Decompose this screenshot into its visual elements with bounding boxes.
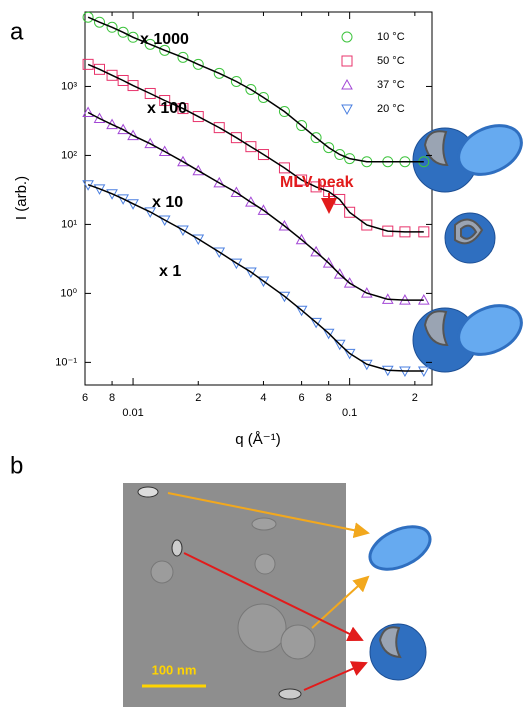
panel-label: b xyxy=(10,452,23,479)
x-tick-label: 6 xyxy=(82,392,88,404)
panel-label: a xyxy=(10,18,24,45)
legend-marker xyxy=(342,56,352,66)
y-tick-label: 10³ xyxy=(61,80,77,92)
x-tick-label: 8 xyxy=(326,392,332,404)
legend-label: 20 °C xyxy=(377,103,405,115)
annotation: x 100 xyxy=(147,100,187,117)
scale-bar-label: 100 nm xyxy=(152,662,197,677)
legend-label: 50 °C xyxy=(377,55,405,67)
x-axis-label: q (Å⁻¹) xyxy=(235,431,280,448)
x-tick-label: 2 xyxy=(195,392,201,404)
x-tick-label: 0.01 xyxy=(122,407,143,419)
y-tick-label: 10⁻¹ xyxy=(55,356,77,368)
y-tick-label: 10² xyxy=(61,149,77,161)
annotation: MLV peak xyxy=(280,174,354,191)
page: {"panel_a": "a", "panel_b": "b", "chart_… xyxy=(0,0,524,707)
x-tick-label: 4 xyxy=(260,392,266,404)
plot-frame xyxy=(85,12,432,385)
legend-label: 10 °C xyxy=(377,31,405,43)
x-tick-label: 6 xyxy=(299,392,305,404)
fit-line xyxy=(88,185,424,371)
x-tick-label: 8 xyxy=(109,392,115,404)
legend-marker xyxy=(342,80,352,89)
figure: a b I (arb.) q (Å⁻¹) 100 nm 10⁻¹10⁰10¹1 xyxy=(0,0,524,707)
y-tick-label: 10¹ xyxy=(61,218,77,230)
illustrations xyxy=(413,116,524,372)
y-axis-label: I (arb.) xyxy=(13,176,30,220)
x-tick-label: 0.1 xyxy=(342,407,357,419)
annotation: x 1 xyxy=(159,263,181,280)
legend-marker xyxy=(342,32,352,42)
legend-marker xyxy=(342,105,352,114)
annotation: x 1000 xyxy=(140,31,189,48)
y-tick-label: 10⁰ xyxy=(60,287,77,299)
x-tick-label: 2 xyxy=(412,392,418,404)
micrograph: 100 nm xyxy=(123,483,437,707)
legend-label: 37 °C xyxy=(377,79,405,91)
annotation: x 10 xyxy=(152,194,183,211)
